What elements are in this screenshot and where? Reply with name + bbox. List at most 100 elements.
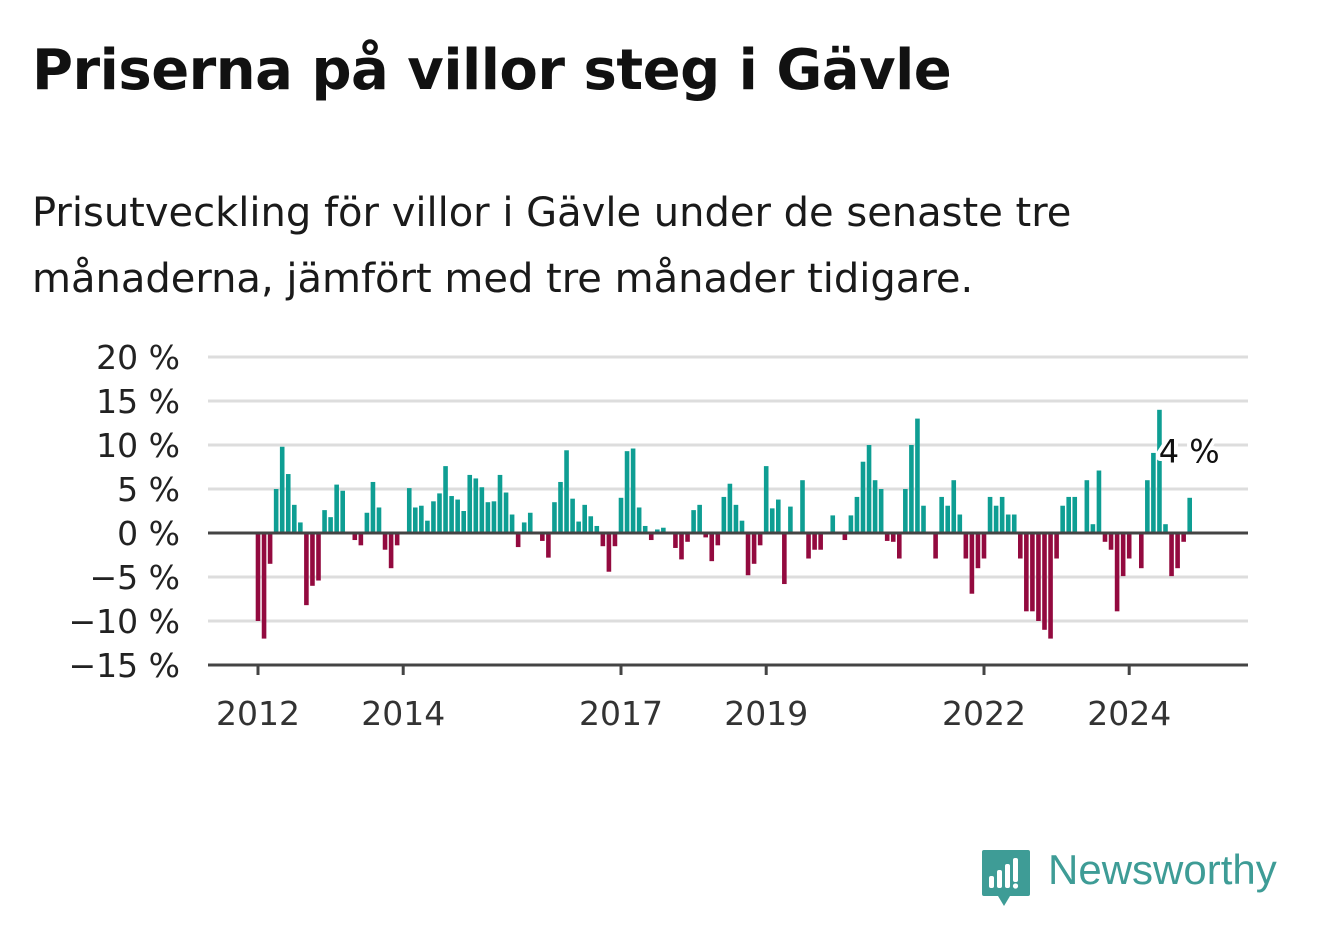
bar (1120, 533, 1126, 577)
bar (370, 481, 376, 533)
bar (1042, 533, 1047, 630)
bar (388, 533, 394, 569)
bar (606, 533, 612, 572)
y-tick-label: 0 % (117, 514, 180, 553)
bar (769, 508, 775, 533)
bar (546, 533, 551, 558)
y-tick-label: −15 % (69, 646, 181, 685)
x-tick-label: 2012 (216, 694, 300, 733)
bar (1175, 533, 1180, 569)
bar (691, 510, 696, 533)
bar (570, 498, 575, 533)
x-tick-label: 2019 (724, 694, 808, 733)
bar (558, 481, 563, 533)
bar (933, 533, 938, 559)
bar (594, 525, 600, 533)
bar (969, 533, 975, 594)
bar (485, 502, 491, 533)
bar (273, 489, 279, 533)
bar (1060, 505, 1065, 533)
x-axis-labels: 2012 2014 2017 2019 2022 2024 (216, 694, 1171, 733)
brand-name[interactable]: Newsworthy (1048, 846, 1277, 893)
bar (655, 529, 660, 533)
bar (921, 505, 926, 533)
bar (1090, 524, 1096, 533)
bar (733, 504, 739, 533)
bar (425, 520, 430, 533)
bar (1139, 533, 1144, 569)
bar (1036, 533, 1041, 621)
bar (685, 533, 690, 542)
y-tick-label: −10 % (69, 602, 181, 641)
bar (945, 505, 950, 533)
bar (975, 533, 981, 569)
bar (328, 517, 333, 533)
bar (939, 496, 944, 533)
bar-chart: −15 %−10 %−5 %0 %5 %10 %15 %20 % 2012 201… (69, 338, 1248, 733)
bar (951, 480, 957, 533)
bar (715, 533, 721, 546)
bar (788, 506, 793, 533)
bar (1005, 514, 1011, 533)
bar (334, 484, 339, 533)
bar (1024, 533, 1029, 612)
bar (763, 466, 769, 533)
bar (467, 474, 473, 533)
bar (739, 520, 745, 533)
bar (993, 505, 999, 533)
bar (697, 504, 702, 533)
bar (376, 507, 382, 533)
bar (842, 533, 848, 541)
bar (630, 448, 636, 533)
y-tick-label: −5 % (90, 558, 181, 597)
bar (1169, 533, 1174, 577)
bar (872, 480, 878, 533)
bar (830, 515, 836, 533)
bar (1096, 470, 1102, 533)
bar (782, 533, 787, 585)
x-tick-label: 2022 (942, 694, 1026, 733)
bar (358, 533, 364, 546)
bar (564, 450, 569, 533)
bar (897, 533, 902, 559)
x-tick-label: 2014 (361, 694, 445, 733)
bar (987, 496, 993, 533)
bar (963, 533, 969, 559)
bar (1072, 496, 1078, 533)
bar (727, 483, 733, 533)
bar (915, 418, 920, 533)
chart-title: Priserna på villor steg i Gävle (32, 38, 952, 103)
bar (800, 480, 805, 533)
bar (600, 533, 606, 547)
bar (1157, 409, 1162, 533)
bar (884, 533, 890, 541)
bar (298, 522, 303, 533)
bar (449, 496, 454, 533)
bar (310, 533, 315, 586)
bar (1151, 452, 1156, 533)
bar (255, 533, 261, 621)
bar (1054, 533, 1059, 559)
bar (981, 533, 987, 559)
bar (957, 514, 963, 533)
bar (618, 497, 624, 533)
bar (878, 489, 884, 533)
bar (322, 510, 327, 533)
bar (903, 489, 908, 533)
bar (261, 533, 267, 639)
bar (461, 511, 466, 533)
y-tick-label: 15 % (96, 382, 180, 421)
bars (255, 409, 1192, 639)
bar (999, 496, 1005, 533)
bar (540, 533, 545, 541)
bar (1102, 533, 1108, 542)
bar (661, 527, 666, 533)
bar (431, 501, 436, 533)
bar (455, 499, 460, 533)
bar (757, 533, 763, 546)
bar (1018, 533, 1023, 559)
bar (437, 493, 442, 533)
newsworthy-logo-icon[interactable] (980, 848, 1032, 912)
bar (1181, 533, 1186, 542)
bar (285, 474, 291, 533)
